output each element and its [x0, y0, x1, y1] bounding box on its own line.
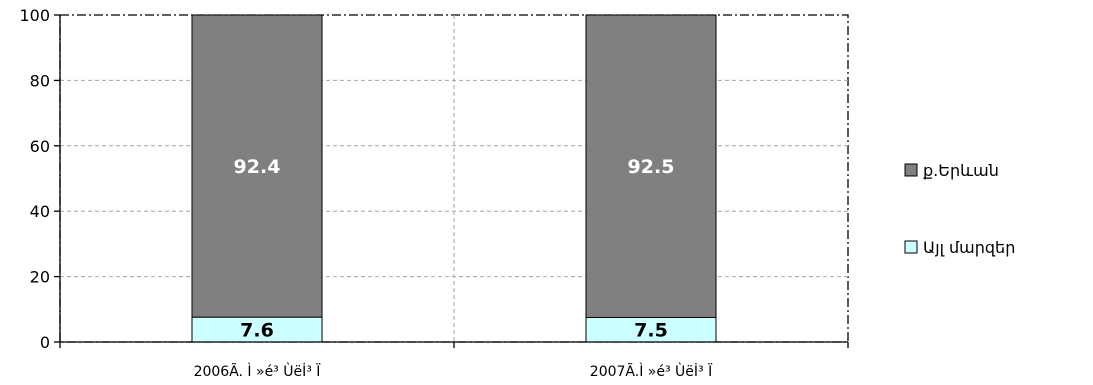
y-tick-label: 100: [19, 6, 50, 25]
data-label: 92.4: [234, 156, 281, 178]
x-category-label: 2006Ã. Ì »é³ Ùëİ³ Ï: [194, 362, 322, 380]
legend-swatch: [904, 240, 918, 254]
y-tick-label: 20: [30, 268, 50, 287]
y-tick-label: 80: [30, 71, 50, 90]
bar-segment: [191, 14, 323, 318]
y-tick-label: 40: [30, 202, 50, 221]
axes: 0 20 40 60 80 100 2006Ã. Ì »é³ Ùëİ³ Ï 2007Ã.Ì »…: [19, 6, 849, 380]
x-category-label: 2007Ã.Ì »é³ Ùëİ³ Ï: [590, 362, 713, 380]
data-labels: 7.6 92.4 7.5 92.5: [234, 156, 675, 342]
bars: [191, 14, 717, 343]
y-tick-label: 60: [30, 137, 50, 156]
legend: ք.Երևան Այլ մարզեր: [904, 161, 1015, 257]
bar-segment: [191, 316, 323, 343]
gridlines: [59, 14, 849, 343]
data-label: 7.6: [240, 320, 274, 342]
legend-swatch: [904, 163, 918, 177]
bar-segment: [585, 14, 717, 318]
legend-entry-label: Այլ մարզեր: [923, 238, 1015, 257]
bar-segment: [585, 316, 717, 343]
data-label: 92.5: [628, 156, 675, 178]
data-label: 7.5: [634, 320, 668, 342]
y-tick-label: 0: [40, 333, 50, 352]
legend-entry-label: ք.Երևան: [923, 161, 999, 180]
